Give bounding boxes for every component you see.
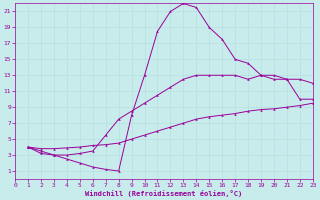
X-axis label: Windchill (Refroidissement éolien,°C): Windchill (Refroidissement éolien,°C) [85,190,243,197]
